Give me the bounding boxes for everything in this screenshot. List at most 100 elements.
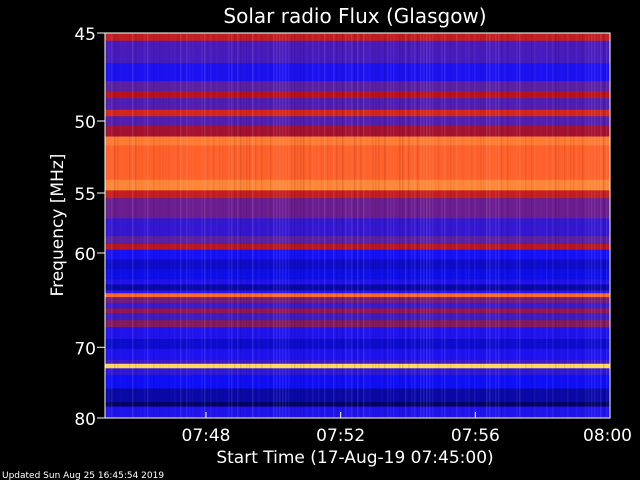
noise-streak (462, 33, 464, 418)
noise-streak (594, 33, 596, 418)
noise-streak (144, 33, 146, 418)
noise-streak (204, 33, 206, 418)
noise-streak (258, 33, 260, 418)
noise-streak (267, 33, 269, 418)
noise-streak (387, 33, 389, 418)
noise-streak (582, 33, 584, 418)
noise-streak (357, 33, 359, 418)
noise-streak (174, 33, 176, 418)
noise-streak (339, 33, 341, 418)
noise-streak (591, 33, 593, 418)
noise-streak (126, 33, 128, 418)
frequency-band (105, 81, 610, 92)
x-tick-label: 08:00 (583, 426, 632, 446)
noise-streak (156, 33, 158, 418)
frequency-band (105, 33, 610, 42)
noise-streak (300, 33, 302, 418)
x-tick-label: 07:52 (316, 426, 365, 446)
noise-streak (129, 33, 131, 418)
noise-streak (195, 33, 197, 418)
noise-streak (321, 33, 323, 418)
noise-streak (180, 33, 182, 418)
noise-streak (168, 33, 170, 418)
noise-streak (222, 33, 224, 418)
noise-streak (426, 33, 428, 418)
noise-streak (183, 33, 185, 418)
x-tick-label: 07:48 (182, 426, 231, 446)
noise-streak (522, 33, 524, 418)
noise-streak (507, 33, 509, 418)
noise-streak (600, 33, 602, 418)
noise-streak (474, 33, 476, 418)
noise-streak (369, 33, 371, 418)
noise-streak (342, 33, 344, 418)
noise-streak (141, 33, 143, 418)
frequency-band (105, 179, 610, 191)
frequency-band (105, 359, 610, 365)
frequency-band (105, 109, 610, 117)
frequency-band (105, 98, 610, 111)
noise-streak (327, 33, 329, 418)
noise-streak (270, 33, 272, 418)
plot-area (105, 33, 610, 419)
noise-streak (414, 33, 416, 418)
noise-streak (534, 33, 536, 418)
noise-streak (399, 33, 401, 418)
noise-streak (147, 33, 149, 418)
noise-streak (303, 33, 305, 418)
updated-timestamp: Updated Sun Aug 25 16:45:54 2019 (2, 471, 164, 480)
frequency-band (105, 91, 610, 99)
frequency-band (105, 402, 610, 407)
noise-streak (486, 33, 488, 418)
noise-streak (417, 33, 419, 418)
noise-streak (249, 33, 251, 418)
noise-streak (111, 33, 113, 418)
noise-streak (531, 33, 533, 418)
noise-streak (285, 33, 287, 418)
noise-streak (471, 33, 473, 418)
noise-streak (384, 33, 386, 418)
frequency-band (105, 63, 610, 82)
frequency-band (105, 249, 610, 260)
noise-streak (429, 33, 431, 418)
noise-streak (225, 33, 227, 418)
noise-streak (597, 33, 599, 418)
y-tick-label: 50 (74, 113, 96, 133)
noise-streak (543, 33, 545, 418)
noise-streak (120, 33, 122, 418)
frequency-band (105, 293, 610, 298)
noise-streak (201, 33, 203, 418)
noise-streak (198, 33, 200, 418)
noise-streak (456, 33, 458, 418)
noise-streak (447, 33, 449, 418)
noise-streak (390, 33, 392, 418)
noise-streak (450, 33, 452, 418)
noise-streak (348, 33, 350, 418)
noise-streak (360, 33, 362, 418)
noise-streak (228, 33, 230, 418)
noise-streak (528, 33, 530, 418)
noise-streak (264, 33, 266, 418)
noise-streak (306, 33, 308, 418)
noise-streak (516, 33, 518, 418)
noise-streak (354, 33, 356, 418)
noise-streak (237, 33, 239, 418)
y-axis: 45 50 55 60 70 80 (74, 25, 105, 430)
frequency-band (105, 320, 610, 328)
frequency-band (105, 145, 610, 180)
noise-streak (345, 33, 347, 418)
noise-streak (495, 33, 497, 418)
noise-streak (546, 33, 548, 418)
noise-streak (381, 33, 383, 418)
noise-streak (366, 33, 368, 418)
noise-streak (108, 33, 110, 418)
frequency-band (105, 136, 610, 146)
noise-streak (162, 33, 164, 418)
noise-streak (291, 33, 293, 418)
noise-streak (498, 33, 500, 418)
noise-streak (159, 33, 161, 418)
noise-streak (123, 33, 125, 418)
noise-streak (309, 33, 311, 418)
noise-streak (537, 33, 539, 418)
